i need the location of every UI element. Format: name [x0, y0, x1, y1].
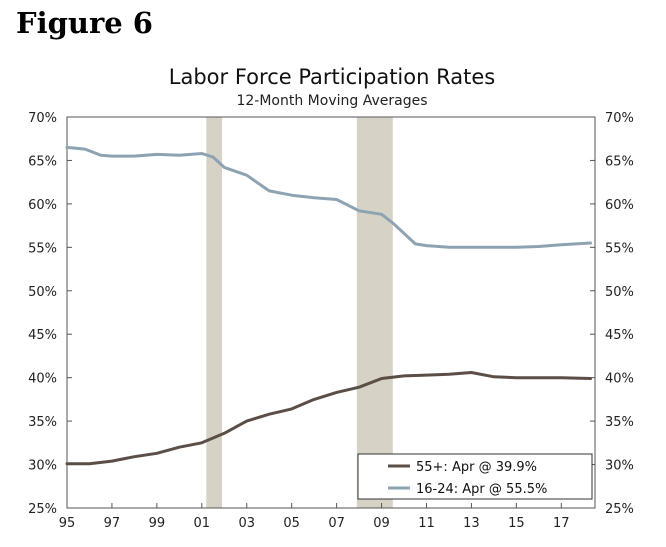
legend-label-16-24: 16-24: Apr @ 55.5%: [416, 482, 547, 497]
x-tick-label: 09: [373, 516, 390, 531]
legend: 55+: Apr @ 39.9% 16-24: Apr @ 55.5%: [357, 453, 593, 500]
recession-band-1: [206, 117, 223, 508]
chart-title: Labor Force Participation Rates: [169, 65, 495, 89]
y-tick-label-right: 70%: [605, 111, 634, 126]
plot-frame: [66, 116, 596, 509]
y-tick-label-left: 30%: [28, 459, 57, 474]
y-tick-label-right: 60%: [605, 198, 634, 213]
y-tick-label-left: 50%: [28, 285, 57, 300]
y-tick-label-left: 45%: [28, 328, 57, 343]
series-line-55-plus: [65, 371, 592, 466]
x-tick-label: 13: [463, 516, 480, 531]
x-tick-label: 97: [104, 516, 121, 531]
x-tick-label: 99: [149, 516, 166, 531]
y-tick-label-right: 25%: [605, 502, 634, 517]
y-tick-label-right: 55%: [605, 241, 634, 256]
x-tick-label: 95: [59, 516, 76, 531]
y-tick-label-right: 40%: [605, 372, 634, 387]
legend-label-55-plus: 55+: Apr @ 39.9%: [416, 460, 537, 475]
y-tick-label-right: 35%: [605, 415, 634, 430]
x-tick-label: 11: [418, 516, 435, 531]
y-tick-label-right: 30%: [605, 459, 634, 474]
x-tick-label: 17: [553, 516, 570, 531]
x-tick-label: 05: [283, 516, 300, 531]
figure-label: Figure 6: [16, 6, 153, 40]
y-tick-label-right: 50%: [605, 285, 634, 300]
series-line-16-24: [65, 145, 592, 249]
y-tick-label-left: 35%: [28, 415, 57, 430]
series-lines: [65, 145, 592, 466]
y-tick-label-left: 40%: [28, 372, 57, 387]
y-tick-label-left: 60%: [28, 198, 57, 213]
recession-bands: [206, 117, 393, 508]
y-tick-label-right: 65%: [605, 154, 634, 169]
y-tick-label-left: 25%: [28, 502, 57, 517]
x-tick-label: 07: [328, 516, 345, 531]
x-tick-label: 03: [238, 516, 255, 531]
y-tick-label-right: 45%: [605, 328, 634, 343]
chart-subtitle: 12-Month Moving Averages: [236, 93, 427, 109]
y-tick-label-left: 70%: [28, 111, 57, 126]
legend-box: [357, 453, 593, 500]
y-tick-label-left: 55%: [28, 241, 57, 256]
y-tick-label-left: 65%: [28, 154, 57, 169]
axis-ticks: 25% 25% 30% 30% 35% 35% 40% 40% 45% 45% 50% 50% 55% 5…: [28, 111, 634, 531]
x-tick-label: 01: [194, 516, 211, 531]
recession-band-2: [356, 117, 393, 508]
x-tick-label: 15: [508, 516, 525, 531]
